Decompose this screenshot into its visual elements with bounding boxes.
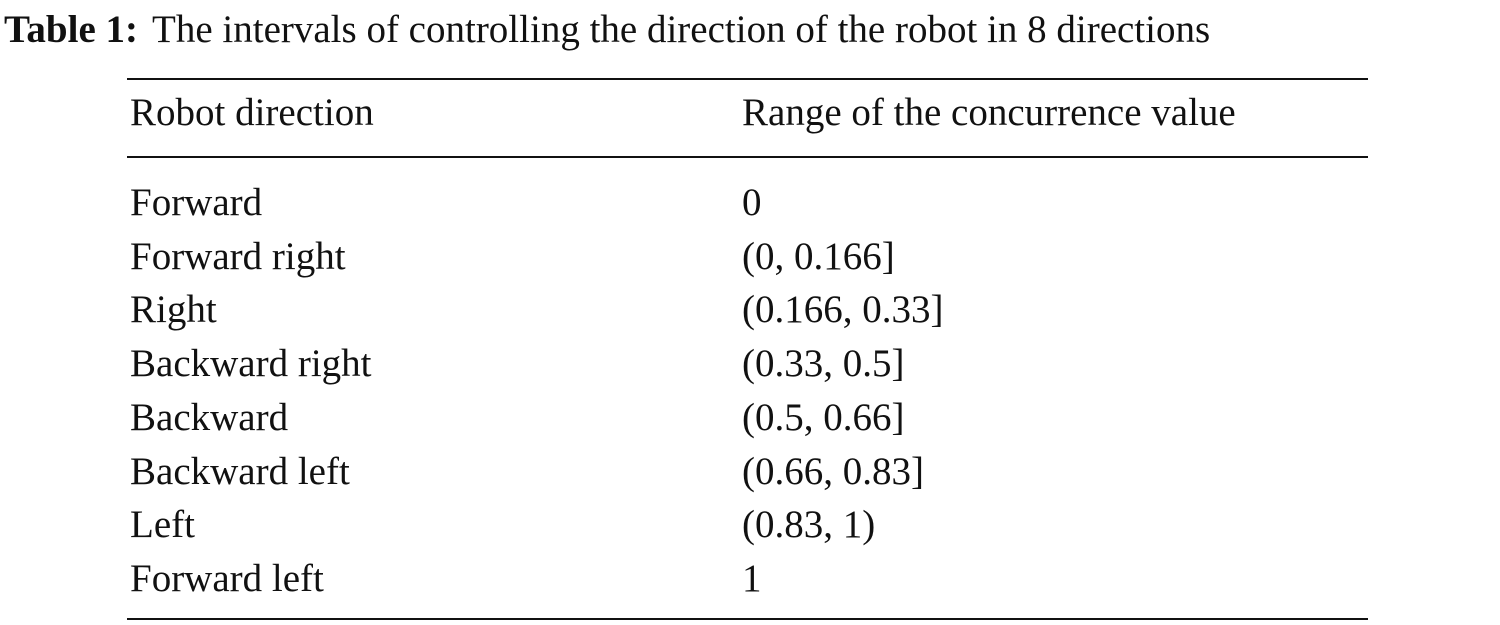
cell-direction: Forward right <box>130 234 346 278</box>
cell-direction: Left <box>130 503 195 547</box>
header-range: Range of the concurrence value <box>742 91 1236 134</box>
cell-direction: Forward <box>130 181 263 224</box>
cell-range: 1 <box>742 556 762 600</box>
cell-range: (0.166, 0.33] <box>742 288 944 332</box>
cell-range: (0.66, 0.83] <box>742 449 924 493</box>
caption-text: The intervals of controlling the directi… <box>152 8 1211 51</box>
cell-direction: Backward right <box>130 342 372 386</box>
top-rule <box>127 78 1368 80</box>
table-label: Table 1: <box>4 8 139 51</box>
bottom-rule <box>127 618 1368 620</box>
cell-direction: Right <box>130 288 217 332</box>
table-caption: Table 1: The intervals of controlling the… <box>4 4 1210 56</box>
cell-direction: Backward <box>130 395 289 439</box>
cell-direction: Forward left <box>130 556 324 600</box>
cell-range: (0.5, 0.66] <box>742 395 905 439</box>
header-rule <box>127 156 1368 158</box>
cell-range: 0 <box>742 181 762 224</box>
cell-range: (0.33, 0.5] <box>742 342 905 386</box>
cell-range: (0.83, 1) <box>742 503 876 547</box>
cell-range: (0, 0.166] <box>742 234 895 278</box>
header-robot-direction: Robot direction <box>130 91 374 134</box>
cell-direction: Backward left <box>130 449 350 493</box>
